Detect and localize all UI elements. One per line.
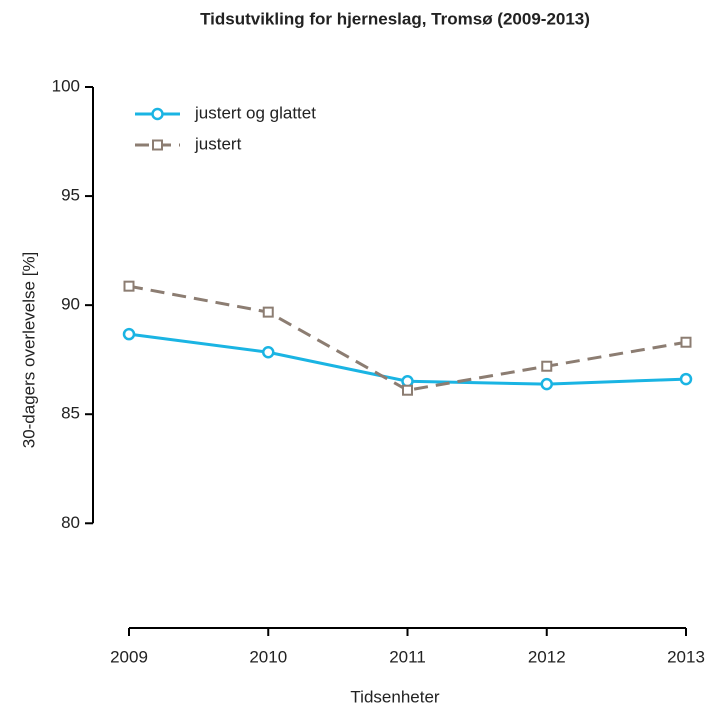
data-point: [262, 306, 274, 318]
data-point: [122, 327, 136, 341]
x-axis-title: Tidsenheter: [350, 687, 439, 706]
y-tick-label: 100: [52, 76, 80, 95]
data-point: [262, 346, 275, 359]
y-tick-label: 80: [61, 513, 80, 532]
y-tick-label: 85: [61, 404, 80, 423]
x-tick-label: 2010: [249, 647, 287, 666]
x-tick-label: 2012: [528, 647, 566, 666]
legend-label: justert og glattet: [194, 103, 316, 122]
legend-marker: [152, 139, 163, 151]
data-point: [680, 336, 692, 348]
x-tick-label: 2013: [667, 647, 705, 666]
chart-title: Tidsutvikling for hjerneslag, Tromsø (20…: [200, 9, 590, 28]
x-tick-label: 2009: [110, 647, 148, 666]
data-point: [402, 384, 413, 396]
series-line: [128, 284, 687, 392]
data-point: [123, 280, 135, 292]
data-point: [679, 372, 693, 386]
y-tick-label: 95: [61, 186, 80, 205]
y-tick-label: 90: [61, 295, 80, 314]
y-axis-title: 30-dagers overlevelse [%]: [19, 252, 38, 449]
legend-label: justert: [194, 134, 242, 153]
legend-marker: [151, 107, 164, 121]
x-tick-label: 2011: [389, 647, 426, 666]
data-point: [541, 360, 553, 372]
data-point: [540, 377, 553, 391]
